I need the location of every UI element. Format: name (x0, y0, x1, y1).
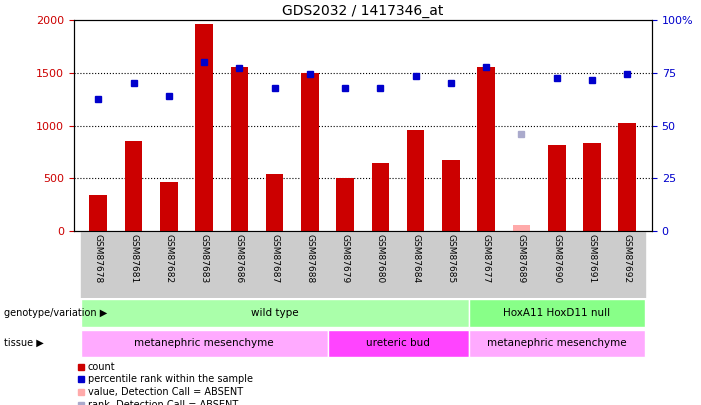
Bar (583, 143, 601, 231)
Text: GSM87677: GSM87677 (482, 234, 491, 284)
Bar (407, 130, 425, 231)
Bar (301, 73, 319, 231)
Bar (266, 174, 283, 231)
Text: GSM87689: GSM87689 (517, 234, 526, 284)
Bar (372, 164, 389, 231)
Bar (292, 231, 327, 298)
Text: ureteric bud: ureteric bud (366, 338, 430, 348)
Text: GSM87692: GSM87692 (622, 234, 632, 284)
Bar (398, 231, 433, 298)
Bar (81, 299, 468, 326)
Bar (468, 299, 645, 326)
Text: metanephric mesenchyme: metanephric mesenchyme (487, 338, 627, 348)
Bar (116, 231, 151, 298)
Text: GSM87681: GSM87681 (129, 234, 138, 284)
Text: GSM87685: GSM87685 (447, 234, 456, 284)
Text: GSM87683: GSM87683 (200, 234, 209, 284)
Bar (433, 231, 468, 298)
Text: GSM87691: GSM87691 (587, 234, 597, 284)
Bar (186, 231, 222, 298)
Bar (442, 160, 460, 231)
Bar (160, 182, 177, 231)
Text: GSM87687: GSM87687 (270, 234, 279, 284)
Bar (468, 231, 504, 298)
Bar (81, 231, 116, 298)
Bar (257, 231, 292, 298)
Text: GSM87679: GSM87679 (341, 234, 350, 284)
Bar (610, 231, 645, 298)
Text: rank, Detection Call = ABSENT: rank, Detection Call = ABSENT (88, 400, 238, 405)
Bar (468, 330, 645, 357)
Bar (327, 330, 468, 357)
Bar (512, 224, 530, 231)
Bar (231, 66, 248, 231)
Text: GSM87690: GSM87690 (552, 234, 562, 284)
Bar (196, 24, 213, 231)
Text: GSM87688: GSM87688 (306, 234, 314, 284)
Text: GSM87678: GSM87678 (94, 234, 103, 284)
Bar (618, 124, 636, 231)
Text: GSM87682: GSM87682 (164, 234, 173, 284)
Bar (363, 231, 398, 298)
Bar (574, 231, 610, 298)
Bar (539, 231, 574, 298)
Bar (222, 231, 257, 298)
Text: HoxA11 HoxD11 null: HoxA11 HoxD11 null (503, 308, 611, 318)
Text: count: count (88, 362, 115, 372)
Text: percentile rank within the sample: percentile rank within the sample (88, 374, 252, 384)
Bar (504, 231, 539, 298)
Bar (548, 145, 566, 231)
Text: GSM87684: GSM87684 (411, 234, 420, 284)
Bar (327, 231, 363, 298)
Text: metanephric mesenchyme: metanephric mesenchyme (135, 338, 274, 348)
Text: tissue ▶: tissue ▶ (4, 338, 43, 348)
Bar (151, 231, 186, 298)
Bar (477, 66, 495, 231)
Text: value, Detection Call = ABSENT: value, Detection Call = ABSENT (88, 387, 243, 397)
Bar (81, 330, 327, 357)
Bar (125, 141, 142, 231)
Text: GSM87686: GSM87686 (235, 234, 244, 284)
Bar (336, 178, 354, 231)
Title: GDS2032 / 1417346_at: GDS2032 / 1417346_at (282, 4, 444, 18)
Text: genotype/variation ▶: genotype/variation ▶ (4, 308, 107, 318)
Text: wild type: wild type (251, 308, 299, 318)
Text: GSM87680: GSM87680 (376, 234, 385, 284)
Bar (90, 195, 107, 231)
